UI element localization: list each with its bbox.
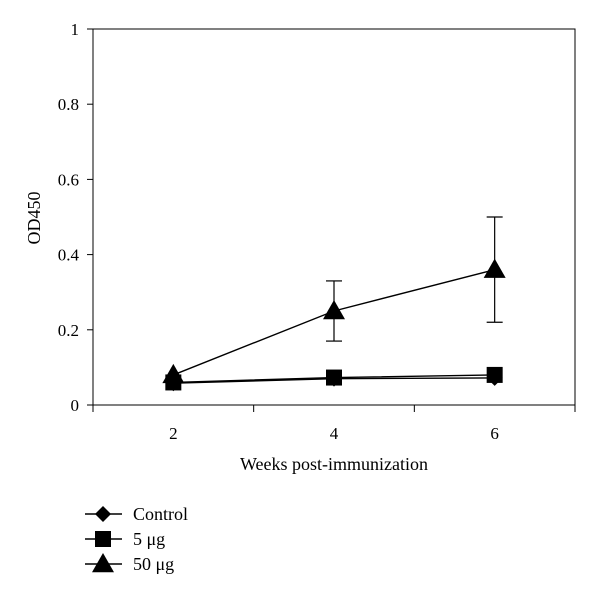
legend-label: Control bbox=[133, 504, 188, 524]
data-point bbox=[162, 363, 185, 384]
x-axis-label: Weeks post-immunization bbox=[240, 454, 428, 474]
y-axis-label: OD450 bbox=[24, 192, 44, 245]
legend-marker bbox=[95, 531, 111, 547]
legend-item: 50 μg bbox=[85, 553, 174, 574]
y-tick-label: 0.2 bbox=[58, 321, 79, 340]
axes: 0 0.2 0.4 0.6 0.8 1 2 4 6 bbox=[58, 20, 576, 443]
legend-label: 50 μg bbox=[133, 554, 174, 574]
legend-item: 5 μg bbox=[85, 529, 165, 549]
data-point bbox=[483, 258, 506, 278]
x-tick-label: 2 bbox=[169, 424, 178, 443]
series-layer bbox=[162, 216, 506, 392]
data-point bbox=[323, 300, 345, 320]
legend-marker bbox=[92, 553, 114, 573]
legend: Control 5 μg 50 μg bbox=[85, 504, 188, 574]
series-triangle bbox=[162, 216, 506, 384]
x-tick-label: 4 bbox=[330, 424, 339, 443]
y-tick-label: 0 bbox=[71, 396, 80, 415]
data-point bbox=[326, 369, 342, 386]
x-tick-label: 6 bbox=[490, 424, 499, 443]
y-tick-label: 0.8 bbox=[58, 95, 79, 114]
legend-item: Control bbox=[85, 504, 188, 524]
y-tick-label: 1 bbox=[71, 20, 80, 39]
data-point bbox=[486, 366, 503, 383]
legend-marker bbox=[95, 506, 111, 522]
plot-area bbox=[92, 28, 576, 406]
plot-frame bbox=[92, 28, 576, 406]
y-tick-label: 0.6 bbox=[58, 170, 79, 189]
y-tick-label: 0.4 bbox=[58, 246, 80, 265]
legend-label: 5 μg bbox=[133, 529, 165, 549]
